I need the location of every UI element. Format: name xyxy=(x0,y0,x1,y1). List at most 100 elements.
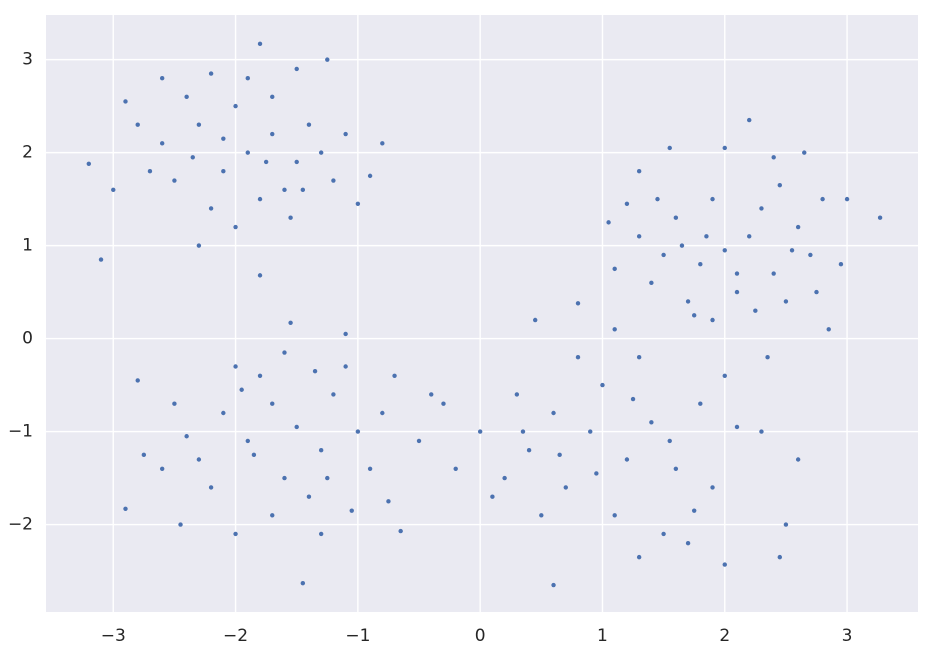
point xyxy=(722,248,727,253)
point xyxy=(649,420,654,425)
point xyxy=(98,257,104,262)
point xyxy=(753,308,758,313)
x-tick-label: 3 xyxy=(842,626,853,646)
point xyxy=(141,452,147,458)
point xyxy=(575,355,581,360)
point xyxy=(551,410,556,416)
point xyxy=(636,234,642,239)
point xyxy=(221,410,226,416)
point xyxy=(111,187,116,193)
point xyxy=(636,169,642,174)
point xyxy=(514,392,520,397)
point xyxy=(698,401,703,406)
point xyxy=(710,485,715,490)
point xyxy=(257,373,263,379)
point xyxy=(612,513,617,518)
point xyxy=(159,141,165,146)
point xyxy=(795,457,801,462)
point xyxy=(300,580,306,586)
point xyxy=(557,452,562,458)
point xyxy=(612,327,617,332)
point xyxy=(441,401,446,406)
point xyxy=(563,485,568,490)
point xyxy=(698,262,703,267)
point xyxy=(667,145,672,151)
point xyxy=(771,271,776,276)
point xyxy=(667,438,672,444)
point xyxy=(343,331,348,337)
point xyxy=(184,434,189,439)
point xyxy=(704,234,709,239)
point xyxy=(551,582,556,588)
point xyxy=(282,350,287,355)
y-tick-label: 0 xyxy=(22,329,33,349)
point xyxy=(318,531,324,537)
point xyxy=(233,224,238,230)
point xyxy=(844,196,850,202)
point xyxy=(710,196,715,202)
point xyxy=(386,499,391,504)
point xyxy=(221,169,226,174)
point xyxy=(520,429,526,434)
y-tick-label: −1 xyxy=(8,422,33,442)
point xyxy=(172,178,177,183)
y-tick-label: 2 xyxy=(22,143,33,163)
point xyxy=(245,438,250,444)
x-tick-label: −1 xyxy=(345,626,370,646)
point xyxy=(710,317,715,323)
point xyxy=(221,136,226,141)
point xyxy=(282,187,287,193)
point xyxy=(838,262,844,267)
point xyxy=(312,368,318,374)
plot-area xyxy=(46,15,918,612)
point xyxy=(245,76,250,81)
point xyxy=(367,173,373,179)
point xyxy=(257,41,263,47)
point xyxy=(814,289,819,295)
point xyxy=(184,94,189,100)
point xyxy=(147,169,153,174)
point xyxy=(734,271,740,276)
y-tick-label: −2 xyxy=(8,515,33,535)
point xyxy=(691,313,697,318)
x-tick-label: −2 xyxy=(223,626,248,646)
point xyxy=(594,471,599,476)
point xyxy=(630,396,636,402)
point xyxy=(270,94,275,100)
point xyxy=(270,401,275,406)
point xyxy=(135,122,140,127)
point xyxy=(270,513,275,518)
point xyxy=(270,131,275,137)
point xyxy=(325,475,330,481)
point xyxy=(661,531,666,537)
point xyxy=(190,155,195,160)
point xyxy=(294,159,299,165)
point xyxy=(747,117,752,123)
point xyxy=(588,429,593,434)
point xyxy=(251,452,257,458)
point xyxy=(795,224,801,230)
point xyxy=(159,466,165,471)
point xyxy=(123,99,128,104)
point xyxy=(606,220,611,225)
point xyxy=(747,234,752,239)
point xyxy=(233,364,238,369)
point xyxy=(722,145,727,151)
point xyxy=(636,355,642,360)
point xyxy=(453,466,458,471)
point xyxy=(649,280,654,286)
point xyxy=(429,392,434,397)
point xyxy=(343,131,348,137)
point xyxy=(196,457,202,462)
point xyxy=(777,182,783,188)
point xyxy=(123,506,128,511)
point xyxy=(300,187,306,193)
point xyxy=(306,494,312,499)
point xyxy=(759,429,764,434)
point xyxy=(318,447,324,453)
point xyxy=(490,494,495,499)
point xyxy=(306,122,312,127)
point xyxy=(257,196,263,202)
point xyxy=(135,378,140,383)
